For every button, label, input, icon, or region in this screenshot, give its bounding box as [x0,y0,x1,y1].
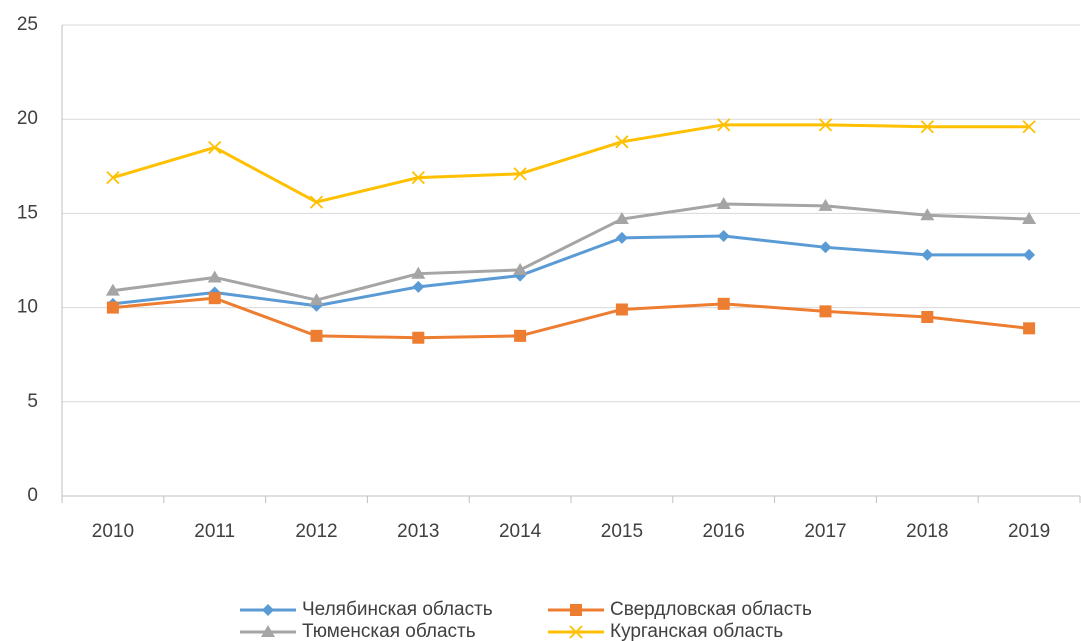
y-tick-label: 15 [17,202,38,223]
data-point [921,311,934,324]
data-point [106,301,119,314]
legend-label: Тюменская область [302,621,476,641]
data-point [411,266,426,279]
x-tick-label: 2013 [397,521,439,542]
data-point [717,230,730,243]
legend-marker [261,625,275,637]
data-point [309,293,324,306]
legend-label: Курганская область [610,621,783,641]
data-point [412,331,425,344]
data-point [717,297,730,310]
data-point [105,283,120,296]
legend-marker [262,604,274,616]
data-point [513,262,528,275]
data-point [1022,212,1037,225]
data-point [513,167,527,181]
x-tick-label: 2018 [906,521,948,542]
y-tick-label: 20 [17,108,38,129]
data-point [819,305,832,318]
data-point [818,118,833,132]
legend-label: Свердловская область [610,599,812,620]
series-line [112,296,1030,340]
data-point [921,248,934,261]
x-tick-label: 2012 [295,521,337,542]
legend-marker [569,625,583,639]
data-point [514,329,527,342]
y-tick-label: 10 [17,297,38,318]
data-point [208,140,222,155]
data-point [615,231,628,244]
data-point [1023,322,1036,335]
data-point [717,118,731,132]
data-point [309,195,324,209]
data-point [920,120,934,134]
x-tick-label: 2014 [499,521,542,542]
legend-marker [570,604,582,616]
series-line [112,123,1030,204]
data-point [1022,120,1036,134]
y-tick-label: 0 [27,485,38,506]
series-line [112,234,1030,308]
data-point [106,170,120,185]
x-tick-label: 2011 [194,521,235,542]
x-tick-label: 2015 [601,521,643,542]
data-point [615,135,629,149]
y-tick-label: 5 [27,391,38,412]
data-point [819,241,832,254]
x-tick-label: 2016 [703,521,745,542]
data-point [310,329,323,342]
series-line [112,202,1030,302]
legend-label: Челябинская область [302,599,493,620]
data-point [614,212,629,225]
x-tick-label: 2010 [92,521,134,542]
data-point [411,170,425,185]
data-point [716,196,731,209]
x-tick-label: 2017 [804,521,846,542]
data-point [1023,248,1036,261]
y-tick-label: 25 [17,14,38,35]
x-tick-label: 2019 [1008,521,1050,542]
data-point [920,208,935,221]
data-point [412,280,425,293]
data-point [818,198,833,211]
data-point [207,270,222,283]
data-point [615,303,628,316]
data-point [208,292,221,305]
